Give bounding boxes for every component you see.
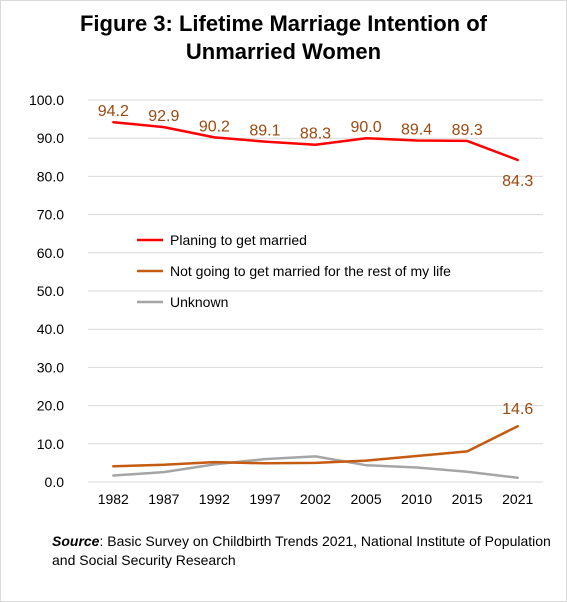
y-tick-label: 80.0 <box>37 168 64 184</box>
x-tick-label: 2015 <box>452 491 483 507</box>
x-tick-label: 2010 <box>401 491 432 507</box>
x-tick-label: 1992 <box>199 491 230 507</box>
legend-label: Not going to get married for the rest of… <box>170 263 451 279</box>
data-label: 90.2 <box>199 118 230 135</box>
x-tick-label: 2002 <box>300 491 331 507</box>
y-tick-label: 40.0 <box>37 321 64 337</box>
y-tick-label: 20.0 <box>37 398 64 414</box>
source-text: : Basic Survey on Childbirth Trends 2021… <box>52 533 551 568</box>
y-tick-label: 70.0 <box>37 207 64 223</box>
chart-title-line2: Unmarried Women <box>185 39 382 64</box>
x-tick-label: 2021 <box>502 491 533 507</box>
series-line <box>112 455 519 480</box>
source-label: Source <box>52 533 100 549</box>
legend-label: Unknown <box>170 294 228 310</box>
data-label: 92.9 <box>148 108 179 125</box>
y-tick-label: 100.0 <box>29 92 64 108</box>
series-line <box>112 424 519 468</box>
data-label: 94.2 <box>98 103 129 120</box>
data-label: 90.0 <box>350 119 381 136</box>
y-tick-label: 50.0 <box>37 283 64 299</box>
data-label: 14.6 <box>502 401 533 418</box>
y-tick-label: 30.0 <box>37 359 64 375</box>
source-note: Source: Basic Survey on Childbirth Trend… <box>52 532 552 570</box>
data-label: 89.1 <box>249 123 280 140</box>
legend-label: Planing to get married <box>170 232 307 248</box>
data-label: 89.3 <box>452 122 483 139</box>
x-tick-label: 2005 <box>350 491 381 507</box>
y-tick-label: 0.0 <box>45 474 65 490</box>
y-tick-label: 10.0 <box>37 436 64 452</box>
y-tick-label: 60.0 <box>37 245 64 261</box>
x-tick-label: 1987 <box>148 491 179 507</box>
x-tick-label: 1997 <box>249 491 280 507</box>
x-tick-label: 1982 <box>98 491 129 507</box>
chart-title: Figure 3: Lifetime Marriage Intention of… <box>0 10 567 66</box>
y-tick-label: 90.0 <box>37 130 64 146</box>
data-label: 84.3 <box>502 173 533 190</box>
chart-title-line1: Figure 3: Lifetime Marriage Intention of <box>79 11 488 36</box>
data-label: 88.3 <box>300 126 331 143</box>
data-label: 89.4 <box>401 121 432 138</box>
